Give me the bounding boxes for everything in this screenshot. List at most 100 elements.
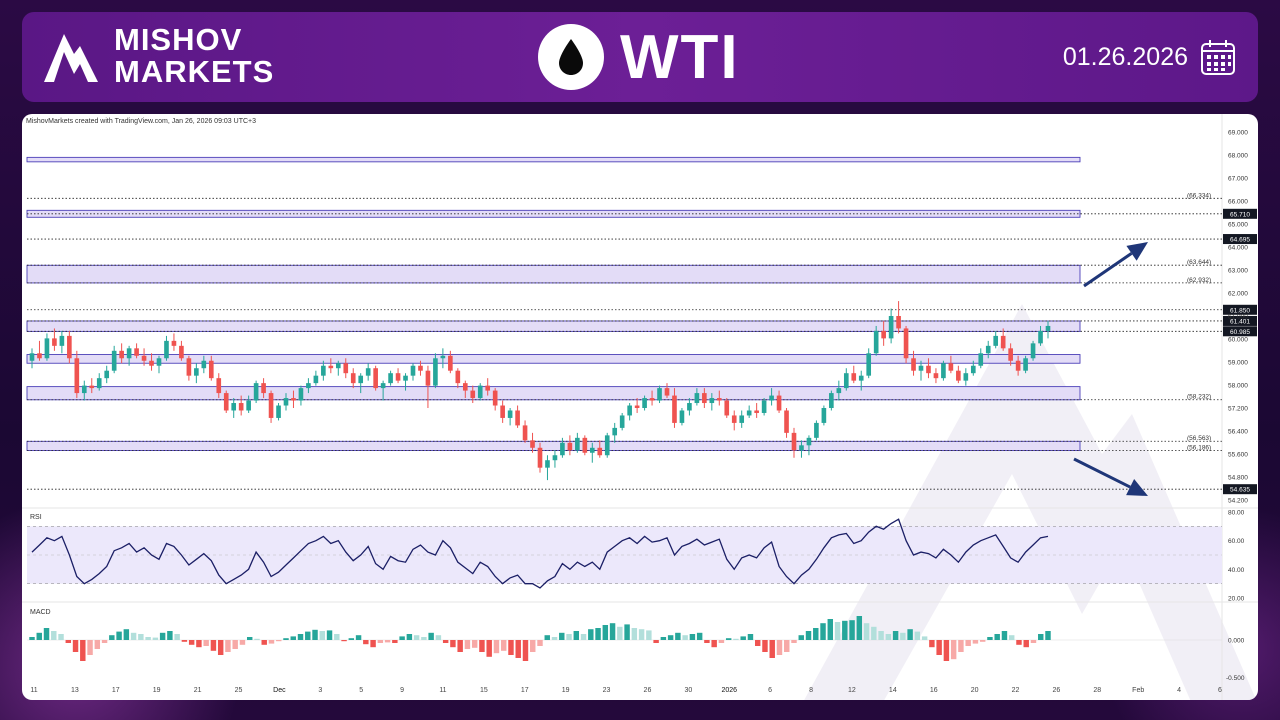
macd-bar-124 bbox=[929, 640, 935, 648]
bullish-arrow-shaft bbox=[1083, 252, 1133, 288]
macd-bar-4 bbox=[58, 634, 64, 640]
macd-bar-131 bbox=[979, 640, 986, 642]
macd-bar-129 bbox=[965, 640, 971, 646]
macd-bar-57 bbox=[442, 640, 449, 643]
macd-bar-98 bbox=[740, 636, 746, 640]
macd-bar-108 bbox=[813, 628, 819, 640]
macd-bar-26 bbox=[217, 640, 224, 655]
x-tick-9: 9 bbox=[400, 687, 404, 694]
price-tick-4: 65.000 bbox=[1228, 222, 1248, 229]
header-banner: MISHOV MARKETS WTI 01.26.2026 bbox=[22, 12, 1258, 102]
macd-bar-76 bbox=[580, 634, 587, 640]
x-tick-4: 21 bbox=[194, 687, 202, 694]
candle-body-73 bbox=[575, 437, 580, 451]
macd-bar-105 bbox=[791, 640, 797, 643]
candle-body-95 bbox=[739, 415, 745, 423]
candle-body-85 bbox=[664, 388, 670, 396]
x-tick-20: 12 bbox=[848, 687, 856, 694]
x-tick-5: 25 bbox=[235, 687, 243, 694]
level-badge-6 bbox=[1223, 315, 1257, 326]
level-badge-1 bbox=[1223, 208, 1257, 219]
candle-body-105 bbox=[814, 422, 819, 438]
candle-body-44 bbox=[358, 375, 364, 384]
macd-bar-25 bbox=[210, 640, 217, 651]
candle-body-7 bbox=[81, 385, 87, 394]
candle-body-8 bbox=[89, 385, 95, 389]
candle-body-63 bbox=[500, 405, 505, 418]
candle-body-74 bbox=[582, 437, 588, 453]
macd-bar-48 bbox=[377, 640, 384, 643]
macd-bar-80 bbox=[609, 623, 616, 640]
candle-body-23 bbox=[201, 360, 207, 369]
candle-body-89 bbox=[694, 393, 700, 404]
candle-body-93 bbox=[724, 400, 730, 416]
macd-bar-123 bbox=[921, 636, 928, 640]
macd-bar-119 bbox=[892, 631, 899, 640]
macd-bar-10 bbox=[101, 640, 108, 643]
macd-bar-91 bbox=[689, 634, 696, 640]
price-tick-5: 64.000 bbox=[1228, 245, 1248, 252]
candle-body-107 bbox=[829, 393, 834, 408]
candle-body-41 bbox=[335, 363, 341, 369]
candle-body-70 bbox=[552, 455, 558, 461]
level-label-9: (56.563) bbox=[1187, 435, 1211, 442]
wti-chart[interactable]: (66.334) 65.710 64.695 (63.644) (62.932) 61.8… bbox=[22, 114, 1258, 700]
bullish-arrow-head bbox=[1126, 242, 1148, 261]
candle-body-35 bbox=[291, 398, 296, 401]
candle-body-79 bbox=[619, 415, 625, 428]
bearish-arrow-shaft bbox=[1073, 457, 1131, 489]
level-label-8: (58.232) bbox=[1187, 394, 1211, 401]
macd-bar-128 bbox=[958, 640, 964, 652]
rsi-tick-1: 60.00 bbox=[1228, 538, 1245, 545]
chart-panel: MishovMarkets created with TradingView.c… bbox=[22, 114, 1258, 700]
candle-body-0 bbox=[29, 353, 35, 361]
candle-body-11 bbox=[111, 350, 117, 371]
macd-bar-51 bbox=[399, 636, 405, 640]
price-tick-10: 59.000 bbox=[1228, 360, 1248, 367]
price-tick-7: 62.000 bbox=[1228, 291, 1248, 298]
macd-bar-28 bbox=[232, 640, 238, 649]
brand-name: MISHOV MARKETS bbox=[114, 24, 274, 88]
macd-bar-37 bbox=[297, 634, 304, 640]
candle-body-19 bbox=[171, 340, 177, 346]
candle-body-77 bbox=[604, 435, 610, 456]
candle-body-2 bbox=[44, 338, 50, 359]
macd-bar-132 bbox=[987, 637, 993, 640]
macd-bar-29 bbox=[239, 640, 246, 645]
macd-bar-5 bbox=[65, 640, 72, 643]
macd-bar-100 bbox=[754, 640, 761, 646]
candle-body-116 bbox=[896, 316, 901, 329]
macd-bar-89 bbox=[675, 632, 681, 640]
candle-body-43 bbox=[350, 373, 356, 384]
macd-bar-58 bbox=[450, 640, 456, 648]
level-badge-2 bbox=[1223, 234, 1257, 245]
rsi-tick-2: 40.00 bbox=[1228, 567, 1245, 574]
macd-bar-35 bbox=[283, 638, 289, 640]
macd-bar-140 bbox=[1045, 631, 1051, 640]
macd-bar-36 bbox=[290, 636, 296, 640]
macd-bar-115 bbox=[863, 623, 870, 640]
level-badge-5 bbox=[1223, 304, 1257, 315]
candle-body-49 bbox=[395, 373, 401, 381]
x-tick-8: 5 bbox=[359, 687, 363, 694]
macd-bar-65 bbox=[500, 640, 507, 651]
candle-body-123 bbox=[948, 363, 954, 371]
macd-bar-103 bbox=[776, 640, 783, 655]
candle-body-38 bbox=[313, 375, 319, 384]
candle-body-16 bbox=[149, 360, 154, 366]
candle-body-26 bbox=[223, 393, 229, 411]
macd-bar-39 bbox=[312, 629, 318, 640]
price-tick-16: 54.200 bbox=[1228, 498, 1248, 505]
macd-bar-45 bbox=[355, 635, 362, 640]
macd-bar-133 bbox=[994, 634, 1000, 640]
calendar-icon bbox=[1201, 40, 1235, 75]
x-tick-22: 16 bbox=[930, 687, 938, 694]
macd-bar-75 bbox=[573, 631, 580, 640]
candle-body-109 bbox=[843, 373, 849, 389]
candle-body-18 bbox=[164, 340, 169, 359]
macd-bar-90 bbox=[682, 635, 688, 640]
x-tick-13: 19 bbox=[562, 687, 570, 694]
candle-body-110 bbox=[851, 373, 857, 381]
level-badge-label-1: 65.710 bbox=[1230, 211, 1250, 218]
macd-bar-43 bbox=[341, 640, 347, 642]
